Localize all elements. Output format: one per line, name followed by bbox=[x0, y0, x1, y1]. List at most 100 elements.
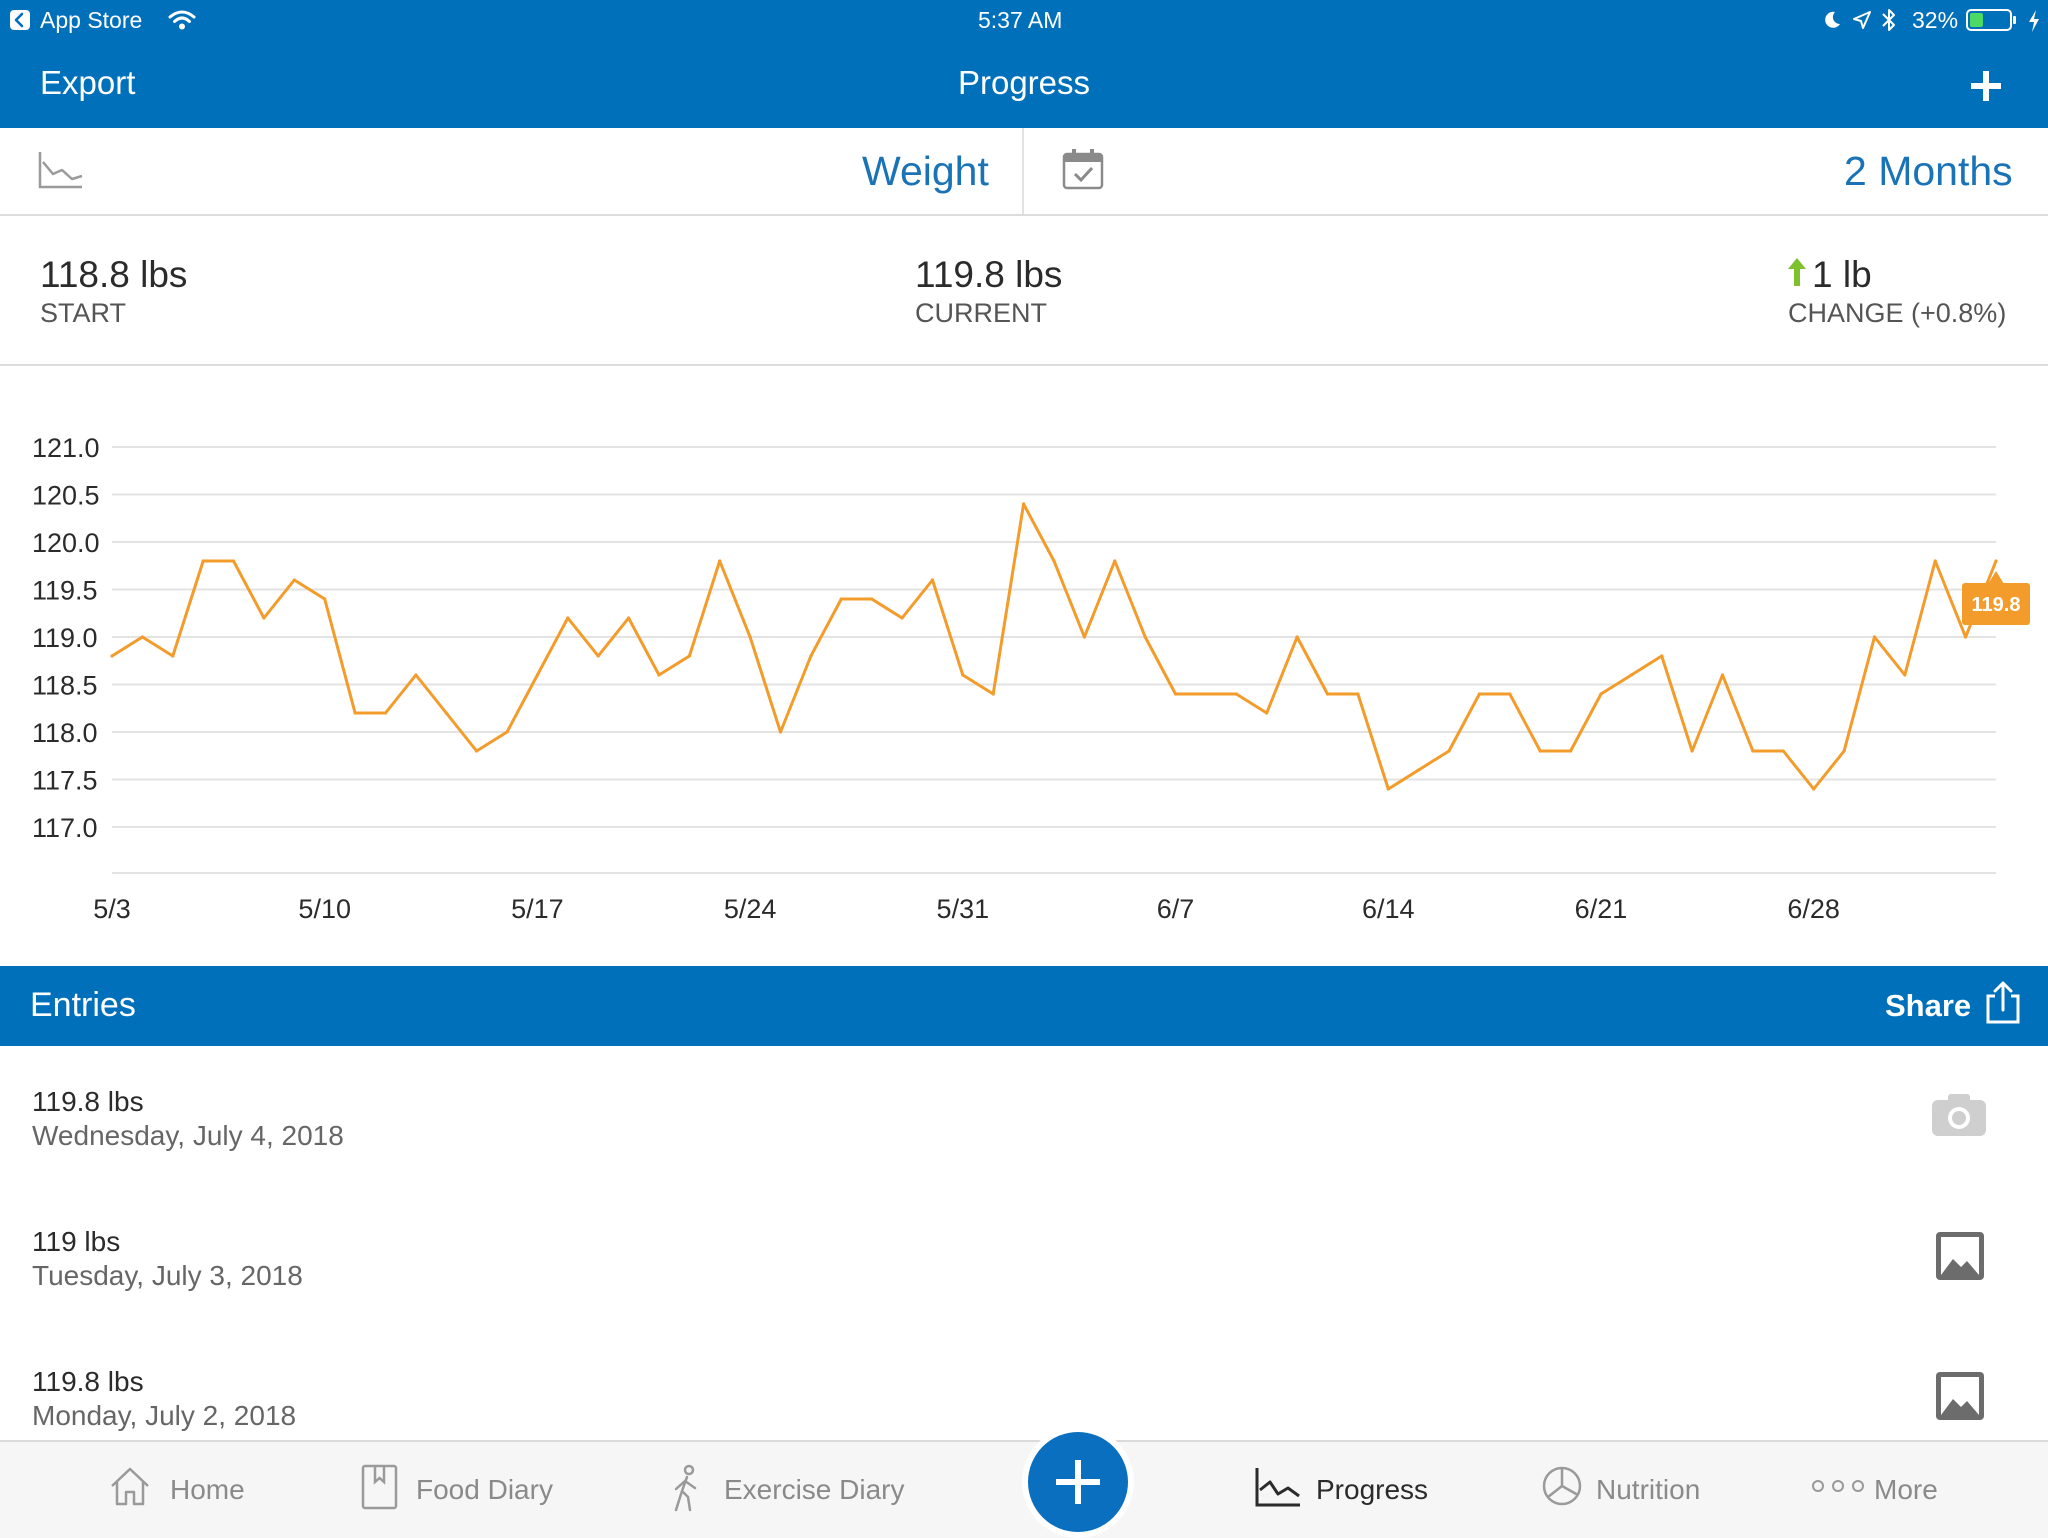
status-bar: App Store 5:37 AM 32% bbox=[0, 0, 2048, 40]
tab-progress[interactable]: Progress bbox=[1252, 1442, 1452, 1538]
x-tick-label: 5/24 bbox=[724, 894, 777, 924]
data-point bbox=[1173, 692, 1178, 696]
data-point bbox=[1508, 692, 1512, 696]
wifi-icon bbox=[168, 10, 196, 30]
data-point bbox=[839, 597, 843, 601]
tab-nutrition[interactable]: Nutrition bbox=[1538, 1442, 1718, 1538]
page-title: Progress bbox=[957, 64, 1091, 101]
chart-grid bbox=[112, 446, 1996, 874]
entry-date: Tuesday, July 3, 2018 bbox=[32, 1260, 303, 1291]
y-tick-label: 120.0 bbox=[32, 528, 100, 558]
entry-date: Monday, July 2, 2018 bbox=[32, 1400, 297, 1431]
back-chevron-icon[interactable] bbox=[10, 10, 30, 30]
nav-bar: Export Progress bbox=[0, 40, 2048, 128]
data-point bbox=[778, 730, 783, 734]
range-selector[interactable]: 2 Months bbox=[1844, 148, 2013, 194]
data-point bbox=[1356, 692, 1360, 696]
data-point bbox=[1477, 692, 1482, 696]
data-point bbox=[1417, 768, 1421, 772]
entries-title: Entries bbox=[30, 986, 136, 1024]
tab-bar: Home Food Diary Exercise Diary Progress bbox=[0, 1426, 2048, 1538]
data-point bbox=[1690, 749, 1694, 753]
data-point bbox=[809, 654, 813, 658]
share-button[interactable]: Share bbox=[1880, 976, 2030, 1036]
selector-divider bbox=[1022, 128, 1024, 214]
data-point bbox=[475, 749, 479, 753]
y-axis-ticks: 121.0 120.5 120.0 119.5 119.0 118.5 118.0 117.5… bbox=[32, 433, 100, 843]
plus-icon bbox=[1056, 1460, 1100, 1504]
bluetooth-icon bbox=[1882, 9, 1895, 31]
diary-book-icon bbox=[361, 1464, 398, 1510]
camera-icon[interactable] bbox=[1930, 1092, 1988, 1138]
data-point bbox=[1812, 787, 1816, 791]
change-value: 1 lb bbox=[1812, 254, 1872, 295]
data-point bbox=[140, 635, 144, 639]
data-point bbox=[1295, 635, 1299, 639]
y-tick-label: 120.5 bbox=[32, 481, 100, 511]
x-tick-label: 5/31 bbox=[937, 894, 990, 924]
more-dots-icon bbox=[1812, 1480, 1864, 1492]
start-label: START bbox=[40, 298, 127, 328]
tab-food-diary-label: Food Diary bbox=[416, 1474, 553, 1505]
data-point bbox=[657, 673, 661, 677]
data-point bbox=[171, 654, 175, 658]
data-point bbox=[1903, 673, 1907, 677]
data-point bbox=[1994, 559, 1998, 563]
data-point bbox=[1234, 692, 1238, 696]
data-point bbox=[231, 559, 236, 563]
photo-icon[interactable] bbox=[1935, 1231, 1985, 1281]
calendar-icon[interactable] bbox=[1062, 148, 1104, 190]
data-point bbox=[110, 654, 114, 658]
x-tick-label: 5/3 bbox=[93, 894, 131, 924]
data-point bbox=[1265, 711, 1269, 715]
data-point bbox=[323, 597, 327, 601]
data-point bbox=[1022, 502, 1026, 506]
data-point bbox=[353, 711, 357, 715]
add-button[interactable] bbox=[1970, 70, 2002, 102]
battery-percent: 32% bbox=[1912, 7, 1959, 33]
photo-icon[interactable] bbox=[1935, 1371, 1985, 1421]
tab-more[interactable]: More bbox=[1808, 1442, 1958, 1538]
data-point bbox=[1781, 749, 1785, 753]
export-button[interactable]: Export bbox=[40, 64, 136, 101]
metric-range-selector: Weight 2 Months bbox=[0, 128, 2048, 216]
share-icon bbox=[1986, 981, 2020, 1024]
data-point bbox=[201, 559, 205, 563]
pie-chart-icon bbox=[1542, 1466, 1582, 1506]
current-value-callout: 119.8 bbox=[1962, 571, 2030, 625]
tab-food-diary[interactable]: Food Diary bbox=[356, 1442, 566, 1538]
clock: 5:37 AM bbox=[978, 7, 1063, 33]
tab-progress-label: Progress bbox=[1316, 1474, 1429, 1505]
entry-row[interactable]: 119 lbs Tuesday, July 3, 2018 bbox=[0, 1186, 2048, 1328]
data-point bbox=[505, 730, 509, 734]
data-point bbox=[383, 711, 388, 715]
tab-exercise-diary[interactable]: Exercise Diary bbox=[664, 1442, 914, 1538]
data-point bbox=[1568, 749, 1573, 753]
data-point bbox=[870, 597, 874, 601]
weight-series-points bbox=[110, 502, 1998, 791]
chart-type-icon[interactable] bbox=[38, 150, 84, 190]
x-axis-ticks: 5/3 5/10 5/17 5/24 5/31 6/7 6/14 6/21 6/28 bbox=[93, 894, 1840, 924]
data-point bbox=[1751, 749, 1755, 753]
data-point bbox=[1660, 654, 1664, 658]
entry-weight: 119 lbs bbox=[32, 1226, 121, 1257]
entry-weight: 119.8 lbs bbox=[32, 1086, 144, 1117]
x-tick-label: 6/21 bbox=[1575, 894, 1628, 924]
entry-row[interactable]: 119.8 lbs Monday, July 2, 2018 bbox=[0, 1326, 2048, 1440]
back-app-label[interactable]: App Store bbox=[40, 7, 143, 33]
data-point bbox=[930, 578, 935, 582]
data-point bbox=[1113, 559, 1117, 563]
quick-add-button[interactable] bbox=[1028, 1432, 1128, 1532]
callout-pointer bbox=[1988, 571, 2004, 584]
entry-row[interactable]: 119.8 lbs Wednesday, July 4, 2018 bbox=[0, 1046, 2048, 1188]
data-point bbox=[1204, 692, 1208, 696]
data-point bbox=[1082, 635, 1086, 639]
battery-icon bbox=[1966, 9, 2016, 31]
tab-home[interactable]: Home bbox=[100, 1442, 260, 1538]
data-point bbox=[1052, 559, 1056, 563]
y-tick-label: 117.0 bbox=[32, 813, 98, 843]
metric-selector[interactable]: Weight bbox=[862, 148, 989, 194]
home-icon bbox=[111, 1467, 149, 1506]
entry-weight: 119.8 lbs bbox=[32, 1366, 144, 1397]
tab-exercise-diary-label: Exercise Diary bbox=[724, 1474, 905, 1505]
